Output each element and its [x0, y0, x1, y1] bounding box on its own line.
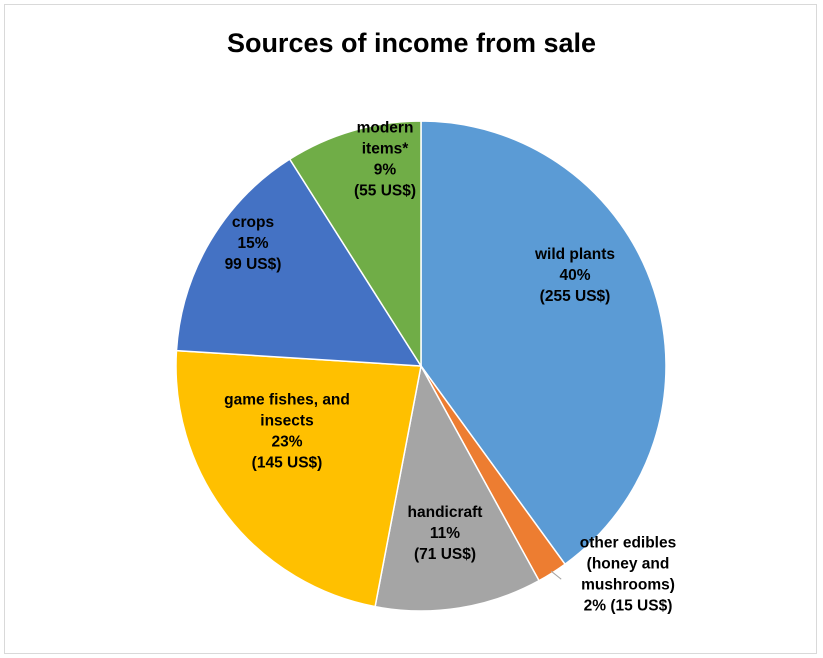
slice-label-crops: crops 15% 99 US$) — [225, 214, 282, 273]
pie-slice-modern — [288, 120, 422, 369]
slice-label-modern: modern items* 9% (55 US$) — [354, 120, 416, 200]
pie-slice-wild — [420, 120, 667, 566]
leader-lines — [550, 570, 562, 580]
slice-label-other: other edibles (honey and mushrooms) 2% (15 … — [580, 535, 676, 615]
slice-label-handicraft: handicraft 11% (71 US$) — [408, 504, 483, 563]
pie-slice-handicraft — [374, 363, 541, 612]
pie-slice-game — [175, 349, 422, 608]
slice-label-game: game fishes, and insects 23% (145 US$) — [224, 392, 350, 472]
chart-title: Sources of income from sale — [226, 28, 597, 58]
pie-slice-crops — [175, 158, 423, 367]
pie-slices — [175, 120, 667, 612]
leader-line-other-edibles — [550, 570, 562, 580]
slice-label-wild: wild plants 40% (255 US$) — [534, 246, 615, 305]
slice-labels: wild plants 40% (255 US$) other edibles (hon… — [224, 120, 676, 615]
